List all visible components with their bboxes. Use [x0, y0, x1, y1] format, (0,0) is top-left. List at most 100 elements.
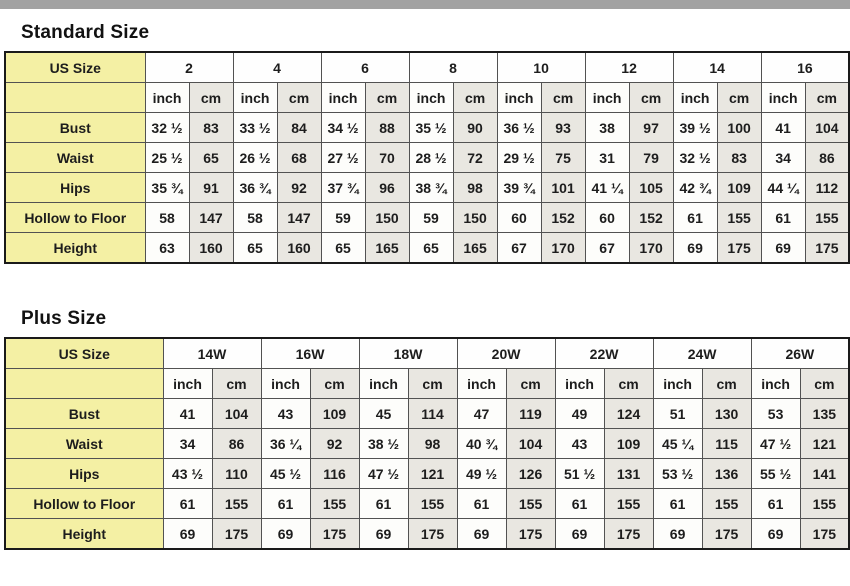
value-cell-cm: 155 — [309, 488, 360, 519]
value-cell-cm: 75 — [540, 142, 586, 173]
value-cell-inch: 47 ½ — [358, 458, 409, 489]
value-cell-cm: 105 — [628, 172, 674, 203]
value-cell-inch: 47 ½ — [750, 428, 801, 459]
value-cell-cm: 104 — [505, 428, 556, 459]
value-cell-cm: 68 — [276, 142, 322, 173]
empty-label-cell — [4, 82, 146, 113]
value-cell-inch: 61 — [652, 488, 703, 519]
value-cell-inch: 63 — [144, 232, 190, 264]
unit-header-cell-inch: inch — [232, 82, 278, 113]
value-cell-cm: 91 — [188, 172, 234, 203]
value-cell-inch: 60 — [496, 202, 542, 233]
table-row: Hollow to Floor 58 147 58 147 59 150 59 150 60 152… — [4, 202, 850, 233]
size-header-cell: 16W — [260, 337, 360, 369]
size-header-row: US Size 14W 16W 18W 20W 22W 24W 26W — [4, 337, 850, 369]
value-cell-cm: 175 — [309, 518, 360, 550]
value-cell-cm: 84 — [276, 112, 322, 143]
value-cell-inch: 47 — [456, 398, 507, 429]
value-cell-inch: 39 ¾ — [496, 172, 542, 203]
value-cell-inch: 58 — [144, 202, 190, 233]
table-row: Height 69 175 69 175 69 175 69 175 69 175 69 175 69 17… — [4, 518, 850, 550]
size-header-cell: 4 — [232, 51, 322, 83]
value-cell-cm: 155 — [799, 488, 850, 519]
value-cell-cm: 135 — [799, 398, 850, 429]
unit-header-cell-inch: inch — [554, 368, 605, 399]
size-header-cell: 2 — [144, 51, 234, 83]
unit-header-cell-inch: inch — [358, 368, 409, 399]
unit-header-cell-cm: cm — [804, 82, 850, 113]
standard-size-table-mount: US Size 2 4 6 8 10 12 14 16 inch cm inch cm inch cm inc… — [0, 51, 850, 264]
value-cell-inch: 42 ¾ — [672, 172, 718, 203]
row-label-cell: Hollow to Floor — [4, 202, 146, 233]
value-cell-inch: 67 — [496, 232, 542, 264]
size-header-cell: 22W — [554, 337, 654, 369]
value-cell-cm: 98 — [452, 172, 498, 203]
value-cell-cm: 165 — [452, 232, 498, 264]
value-cell-inch: 61 — [750, 488, 801, 519]
value-cell-inch: 29 ½ — [496, 142, 542, 173]
unit-header-cell-cm: cm — [276, 82, 322, 113]
value-cell-inch: 25 ½ — [144, 142, 190, 173]
value-cell-inch: 65 — [232, 232, 278, 264]
unit-header-cell-cm: cm — [505, 368, 556, 399]
value-cell-cm: 83 — [716, 142, 762, 173]
value-cell-inch: 41 — [760, 112, 806, 143]
unit-header-cell-cm: cm — [211, 368, 262, 399]
unit-header-cell-inch: inch — [320, 82, 366, 113]
plus-size-table-mount: US Size 14W 16W 18W 20W 22W 24W 26W inch cm inch cm… — [0, 337, 850, 550]
value-cell-cm: 170 — [628, 232, 674, 264]
value-cell-inch: 69 — [456, 518, 507, 550]
value-cell-inch: 26 ½ — [232, 142, 278, 173]
value-cell-cm: 175 — [701, 518, 752, 550]
row-label-cell: Hips — [4, 172, 146, 203]
row-label-cell: Hips — [4, 458, 164, 489]
value-cell-inch: 45 — [358, 398, 409, 429]
value-cell-inch: 61 — [760, 202, 806, 233]
row-label-cell: Height — [4, 232, 146, 264]
unit-header-cell-inch: inch — [162, 368, 213, 399]
size-header-cell: 14 — [672, 51, 762, 83]
value-cell-cm: 86 — [211, 428, 262, 459]
standard-size-table: US Size 2 4 6 8 10 12 14 16 inch cm inch cm inch cm inc… — [4, 51, 850, 264]
value-cell-cm: 160 — [188, 232, 234, 264]
value-cell-inch: 38 ¾ — [408, 172, 454, 203]
value-cell-cm: 175 — [505, 518, 556, 550]
value-cell-cm: 101 — [540, 172, 586, 203]
value-cell-cm: 86 — [804, 142, 850, 173]
value-cell-inch: 55 ½ — [750, 458, 801, 489]
top-gray-strip — [0, 0, 850, 9]
unit-header-cell-cm: cm — [452, 82, 498, 113]
value-cell-inch: 69 — [672, 232, 718, 264]
value-cell-inch: 27 ½ — [320, 142, 366, 173]
unit-header-row: inch cm inch cm inch cm inch cm inch cm inch cm inch… — [4, 368, 850, 399]
value-cell-inch: 38 ½ — [358, 428, 409, 459]
row-label-cell: Waist — [4, 428, 164, 459]
size-header-cell: 24W — [652, 337, 752, 369]
value-cell-cm: 96 — [364, 172, 410, 203]
value-cell-cm: 109 — [603, 428, 654, 459]
value-cell-cm: 97 — [628, 112, 674, 143]
value-cell-inch: 40 ¾ — [456, 428, 507, 459]
row-label-cell: Hollow to Floor — [4, 488, 164, 519]
value-cell-inch: 69 — [652, 518, 703, 550]
value-cell-inch: 61 — [672, 202, 718, 233]
unit-header-cell-inch: inch — [652, 368, 703, 399]
value-cell-inch: 61 — [456, 488, 507, 519]
value-cell-cm: 79 — [628, 142, 674, 173]
value-cell-cm: 109 — [309, 398, 360, 429]
value-cell-cm: 152 — [540, 202, 586, 233]
value-cell-inch: 61 — [162, 488, 213, 519]
value-cell-inch: 59 — [408, 202, 454, 233]
value-cell-inch: 37 ¾ — [320, 172, 366, 203]
value-cell-inch: 69 — [750, 518, 801, 550]
value-cell-cm: 155 — [407, 488, 458, 519]
value-cell-cm: 155 — [804, 202, 850, 233]
value-cell-inch: 53 ½ — [652, 458, 703, 489]
value-cell-cm: 155 — [211, 488, 262, 519]
value-cell-cm: 121 — [799, 428, 850, 459]
value-cell-cm: 155 — [716, 202, 762, 233]
table-row: Waist 25 ½ 65 26 ½ 68 27 ½ 70 28 ½ 72 29 ½ 75 31 79 3… — [4, 142, 850, 173]
value-cell-inch: 67 — [584, 232, 630, 264]
unit-header-cell-cm: cm — [603, 368, 654, 399]
